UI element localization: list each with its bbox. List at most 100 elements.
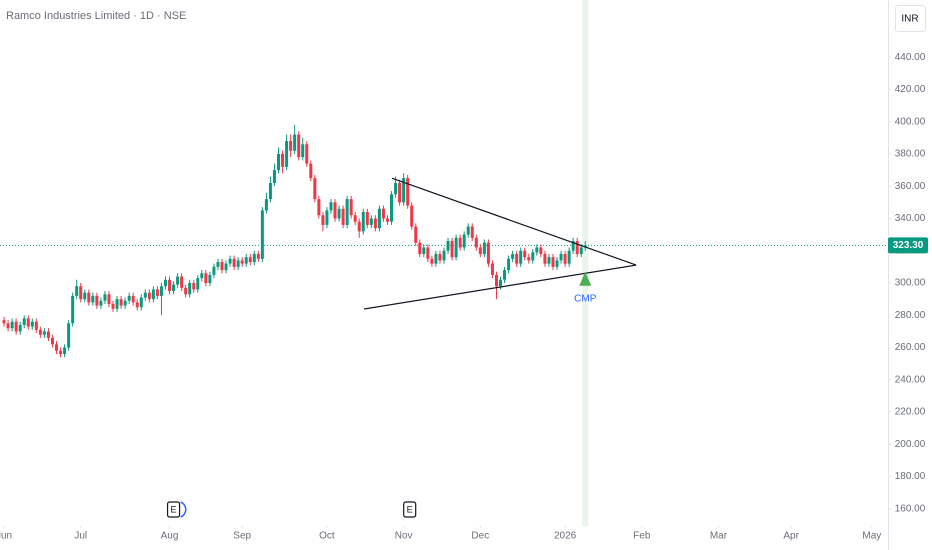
candle-body xyxy=(478,247,482,254)
last-price-label: 323.30 xyxy=(893,240,924,251)
candle-body xyxy=(208,274,212,283)
y-tick-label: 180.00 xyxy=(895,471,926,482)
candle-body xyxy=(430,258,434,264)
candle-body xyxy=(317,199,321,216)
y-tick-label: 200.00 xyxy=(895,439,926,450)
candle-body xyxy=(385,218,389,222)
trendline xyxy=(391,177,637,266)
candle-body xyxy=(523,250,527,258)
candle-body xyxy=(42,331,46,335)
candle-body xyxy=(426,247,430,259)
candle-body xyxy=(402,178,406,203)
candle-body xyxy=(369,218,373,225)
candle-body xyxy=(123,300,127,306)
candle-body xyxy=(277,153,281,171)
x-tick-label: 2026 xyxy=(554,531,577,542)
candle-body xyxy=(22,318,26,325)
candle-body xyxy=(18,324,22,332)
candle-body xyxy=(159,286,163,296)
earnings-marker xyxy=(403,501,417,518)
candle-body xyxy=(220,262,224,271)
candle-body xyxy=(297,134,301,158)
candle-body xyxy=(139,297,143,308)
candle-body xyxy=(168,279,172,292)
candle-body xyxy=(527,257,531,261)
candle-body xyxy=(289,141,293,151)
candle-body xyxy=(333,202,337,219)
earnings-label: E xyxy=(171,504,177,514)
candle-body xyxy=(67,323,71,348)
candle-body xyxy=(188,283,192,295)
candle-body xyxy=(381,208,385,219)
y-tick-label: 440.00 xyxy=(895,52,926,63)
candle-body xyxy=(373,218,377,229)
current-bar-highlight xyxy=(582,0,589,526)
candle-body xyxy=(50,337,54,345)
currency-box[interactable] xyxy=(895,5,926,32)
candle-body xyxy=(212,266,216,275)
candle-body xyxy=(107,294,111,304)
candle-body xyxy=(575,241,579,254)
candle-body xyxy=(244,257,248,264)
candle-body xyxy=(293,134,297,151)
earnings-label: E xyxy=(407,504,413,514)
candle-body xyxy=(434,253,438,264)
candle-body xyxy=(26,318,30,327)
candle-body xyxy=(83,292,87,300)
candle-body xyxy=(349,199,353,216)
candle-body xyxy=(394,182,398,195)
candle-body xyxy=(248,257,252,263)
candle-body xyxy=(551,257,555,267)
candle-body xyxy=(71,295,75,324)
candle-body xyxy=(519,250,523,264)
currency-label: INR xyxy=(901,14,918,25)
x-tick-label: Oct xyxy=(319,531,335,542)
candle-body xyxy=(543,253,547,264)
candle-body xyxy=(494,274,498,287)
candle-body xyxy=(329,202,333,211)
candle-body xyxy=(281,153,285,167)
candle-body xyxy=(337,208,341,219)
candle-body xyxy=(176,276,180,285)
candle-body xyxy=(365,212,369,225)
candle-body xyxy=(486,242,490,264)
candle-body xyxy=(87,292,91,303)
candle-body xyxy=(151,289,155,300)
y-tick-label: 280.00 xyxy=(895,310,926,321)
candle-body xyxy=(442,250,446,261)
candle-body xyxy=(313,178,317,200)
candle-body xyxy=(196,278,200,290)
candle-body xyxy=(75,286,79,296)
x-tick-label: Apr xyxy=(783,531,799,542)
candle-body xyxy=(503,270,507,280)
candle-body xyxy=(256,253,260,259)
candle-body xyxy=(301,144,305,158)
candle-body xyxy=(240,260,244,264)
candle-body xyxy=(285,141,289,167)
candle-body xyxy=(357,221,361,232)
candle-body xyxy=(95,295,99,306)
candle-body xyxy=(184,287,188,295)
candle-body xyxy=(204,273,208,283)
candle-body xyxy=(46,331,50,338)
candle-body xyxy=(143,292,147,298)
candle-body xyxy=(119,299,123,306)
candle-body xyxy=(345,199,349,225)
candle-body xyxy=(180,276,184,288)
candle-body xyxy=(454,237,458,258)
candle-body xyxy=(63,347,67,354)
earnings-marker xyxy=(166,501,181,518)
candle-body xyxy=(135,302,139,308)
candle-body xyxy=(200,273,204,279)
candle-body xyxy=(390,194,394,222)
candle-body xyxy=(59,350,63,354)
candle-body xyxy=(466,226,470,235)
candle-body xyxy=(559,253,563,261)
candle-body xyxy=(438,253,442,261)
candle-body xyxy=(490,263,494,275)
candle-body xyxy=(309,163,313,179)
cmp-label: CMP xyxy=(574,293,597,304)
candle-body xyxy=(268,182,272,200)
cmp-arrow xyxy=(579,271,592,286)
